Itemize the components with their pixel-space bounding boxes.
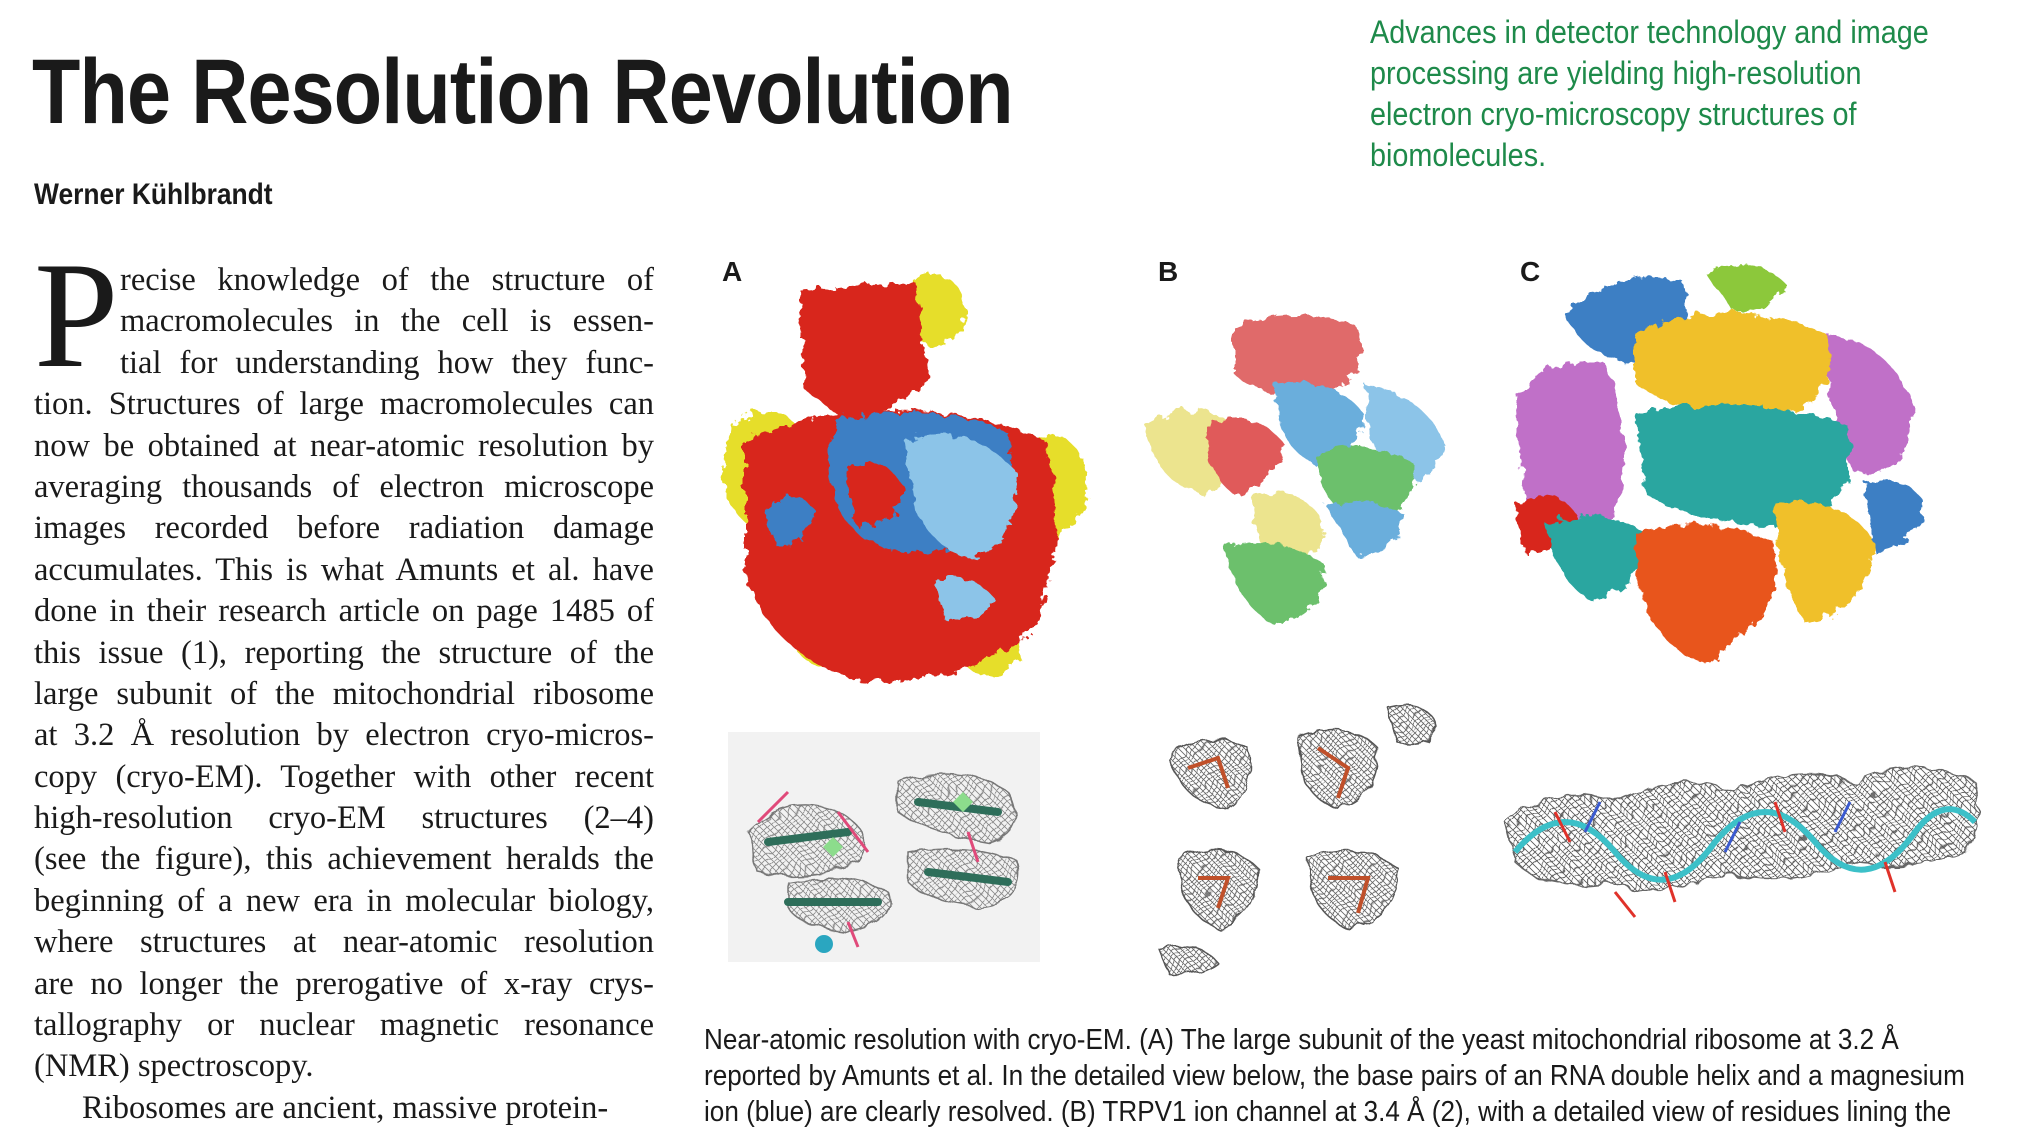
deck-line: processing are yielding high-resolution [1370, 55, 1862, 91]
body-line: recise knowledge of the structure of [120, 262, 654, 298]
panel-label-b: B [1158, 256, 1179, 287]
body-line: now be obtained at near-atomic resolutio… [34, 427, 654, 464]
body-line: tallography or nuclear magnetic resonanc… [34, 1007, 654, 1044]
drop-cap: P [34, 231, 119, 399]
body-line: (NMR) spectroscopy. [34, 1048, 314, 1085]
trpv1-density-map [1145, 315, 1445, 625]
caption-line: ion (blue) are clearly resolved. (B) TRP… [704, 1096, 1952, 1128]
article-title: The Resolution Revolution [32, 41, 1014, 143]
body-line: this issue (1), reporting the structure … [34, 634, 654, 671]
protein-complex-density-map [1515, 265, 1925, 663]
body-line: tial for understanding how they func- [120, 344, 654, 381]
author-name: Werner Kühlbrandt [34, 178, 273, 211]
deck-line: Advances in detector technology and imag… [1370, 14, 1929, 50]
panel-label-a: A [722, 256, 743, 287]
body-line: high-resolution cryo-EM structures (2–4) [34, 800, 654, 837]
panel-label-c: C [1520, 256, 1541, 287]
body-line: images recorded before radiation damage [34, 510, 654, 547]
body-line: accumulates. This is what Amunts et al. … [34, 551, 654, 588]
body-line: copy (cryo-EM). Together with other rece… [34, 758, 654, 795]
deck-line: biomolecules. [1370, 137, 1547, 173]
body-line: (see the figure), this achievement heral… [34, 841, 654, 878]
body-line: averaging thousands of electron microsco… [34, 468, 654, 505]
ribosome-density-map [723, 274, 1088, 682]
body-line: large subunit of the mitochondrial ribos… [34, 675, 654, 712]
body-line: where structures at near-atomic resoluti… [34, 924, 654, 961]
deck-line: electron cryo-microscopy structures of [1370, 96, 1857, 132]
article-deck: Advances in detector technology and imag… [1370, 12, 1930, 176]
body-line: macromolecules in the cell is essen- [120, 303, 654, 340]
caption-line: Near-atomic resolution with cryo-EM. (A)… [704, 1024, 1899, 1056]
rna-helix-mesh [728, 732, 1040, 962]
figure-caption: Near-atomic resolution with cryo-EM. (A)… [704, 1022, 1996, 1130]
body-line: are no longer the prerogative of x-ray c… [34, 965, 654, 1002]
body-line: beginning of a new era in molecular biol… [34, 882, 654, 919]
body-text: recise knowledge of the structure of mac… [34, 260, 654, 1129]
body-line: done in their research article on page 1… [34, 593, 654, 630]
caption-line: reported by Amunts et al. In the detaile… [704, 1060, 1965, 1092]
body-line: tion. Structures of large macromolecules… [34, 386, 654, 423]
body-line: at 3.2 Å resolution by electron cryo-mic… [34, 717, 654, 754]
helix-mesh [1504, 766, 1980, 918]
body-line: Ribosomes are ancient, massive protein- [82, 1089, 609, 1126]
trpv1-residue-mesh [1148, 688, 1443, 980]
